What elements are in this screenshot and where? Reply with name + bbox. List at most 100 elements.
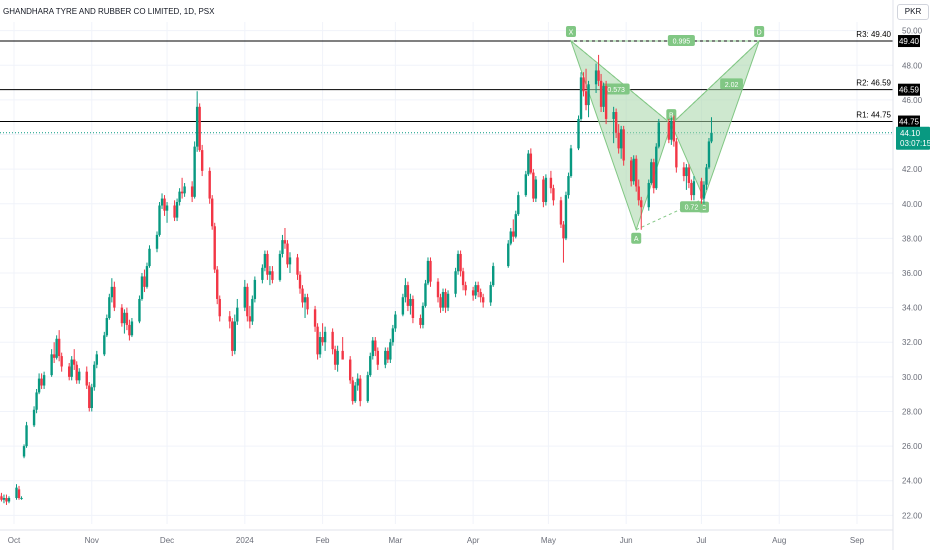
- candle-body: [406, 285, 410, 306]
- candle-body: [439, 297, 442, 308]
- candle-body: [479, 292, 482, 298]
- candle-body: [650, 162, 653, 183]
- candle-body: [404, 285, 407, 298]
- currency-button[interactable]: PKR: [897, 4, 929, 20]
- candle-body: [429, 260, 432, 282]
- candle-body: [73, 359, 76, 365]
- pivot-level-lines: R3: 49.40 R2: 46.59 R1: 44.75: [0, 30, 893, 134]
- pattern-ratio-bg: [720, 78, 743, 90]
- candle-body: [123, 312, 126, 324]
- candle-body: [424, 283, 427, 306]
- x-tick-label: Aug: [772, 536, 786, 545]
- candle-body: [17, 489, 21, 499]
- y-tick-label: 48.00: [902, 61, 923, 70]
- candle-body: [216, 269, 219, 299]
- pattern-point-bg-a: [631, 232, 642, 244]
- candle-body: [130, 321, 134, 336]
- candle-body: [211, 198, 214, 227]
- pattern-ratio-label: 2.02: [725, 82, 739, 89]
- candle-body: [93, 364, 96, 388]
- y-tick-label: 38.00: [902, 234, 923, 243]
- candle-body: [685, 167, 688, 177]
- candle-body: [464, 285, 467, 291]
- level-tag-bg-r2: [898, 83, 920, 96]
- candle-body: [474, 285, 477, 296]
- candle-body: [160, 198, 164, 206]
- y-tick-label: 36.00: [902, 269, 923, 278]
- level-tag-bg-r1: [898, 115, 920, 128]
- candle-body: [652, 162, 655, 189]
- y-tick-label: 32.00: [902, 338, 923, 347]
- candle-body: [236, 307, 239, 322]
- candle-body: [303, 297, 307, 303]
- level-label-r1: R1: 44.75: [856, 111, 891, 120]
- candle-body: [461, 271, 465, 286]
- candle-body: [60, 356, 63, 367]
- candle-body: [617, 132, 620, 149]
- pattern-point-c: C: [701, 205, 706, 212]
- candle-body: [180, 191, 184, 194]
- candle-body: [263, 253, 267, 268]
- candle-body: [316, 326, 319, 355]
- candle-body: [213, 226, 216, 270]
- candle-body: [78, 371, 81, 381]
- candle-body: [622, 129, 625, 161]
- candle-body: [333, 349, 337, 365]
- candle-body: [687, 167, 691, 183]
- pattern-ratio-label: 0.995: [673, 39, 691, 46]
- candle-body: [386, 350, 390, 360]
- candle-body: [143, 276, 146, 287]
- candle-body: [577, 118, 580, 149]
- candle-body: [512, 231, 515, 237]
- candle-body: [481, 297, 485, 303]
- candle-body: [283, 240, 287, 244]
- pattern-ratio-bg: [667, 35, 695, 47]
- price-axis[interactable]: 22.00 24.00 26.00 28.00 30.00 32.00 34.00 36.00…: [892, 0, 923, 550]
- candle-body: [243, 286, 247, 308]
- candle-body: [163, 198, 166, 211]
- candle-body: [599, 80, 603, 107]
- candle-body: [193, 146, 196, 197]
- candle-body: [175, 202, 179, 218]
- x-tick-label: Nov: [85, 536, 99, 545]
- candle-body: [306, 297, 309, 310]
- candle-body: [567, 176, 570, 196]
- candle-body: [456, 253, 460, 272]
- candle-body: [253, 279, 257, 299]
- pattern-ratio-bg: [602, 83, 630, 95]
- candle-body: [271, 271, 274, 280]
- candle-body: [614, 112, 618, 133]
- x-tick-label: Jul: [696, 536, 706, 545]
- candle-body: [67, 366, 71, 377]
- candle-body: [40, 378, 43, 386]
- candle-body: [391, 328, 395, 343]
- pattern-ratio-label: 0.72: [685, 205, 699, 212]
- candle-body: [32, 409, 36, 426]
- grid-lines: [0, 22, 893, 524]
- time-axis[interactable]: Oct Nov Dec 2024 Feb Mar Apr May Jun Jul Aug Sep: [0, 529, 893, 545]
- candle-body: [524, 174, 528, 196]
- candle-body: [286, 243, 289, 265]
- x-tick-label: Dec: [160, 536, 174, 545]
- candle-body: [200, 150, 204, 171]
- y-tick-label: 22.00: [902, 511, 923, 520]
- candle-series: [0, 54, 713, 505]
- candle-body: [602, 86, 605, 107]
- candle-body: [359, 378, 362, 402]
- pattern-ratio-line: [570, 40, 672, 125]
- candle-body: [113, 286, 116, 308]
- x-tick-label: 2024: [236, 536, 254, 545]
- candle-body: [158, 205, 161, 235]
- candle-body: [318, 337, 322, 355]
- candle-body: [509, 231, 512, 244]
- candle-body: [138, 298, 141, 322]
- candle-body: [532, 172, 535, 199]
- candle-body: [612, 112, 615, 119]
- candle-body: [155, 234, 159, 249]
- candle-body: [313, 309, 317, 327]
- candle-body: [705, 167, 708, 185]
- candle-body: [246, 286, 249, 317]
- candle-body: [682, 167, 686, 177]
- candle-body: [562, 224, 565, 239]
